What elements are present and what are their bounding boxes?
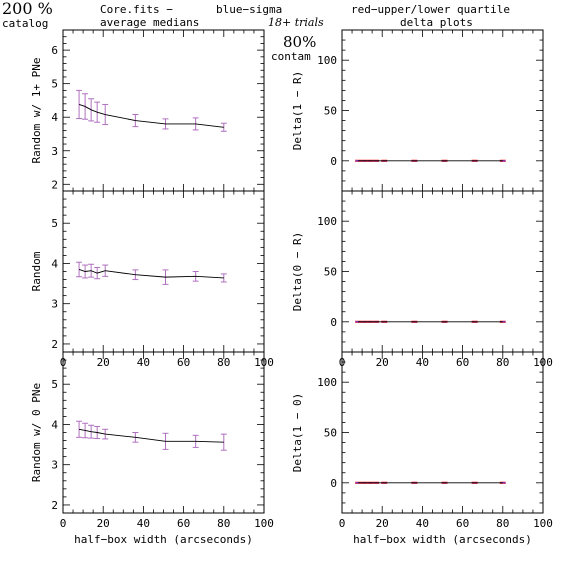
plot-frame <box>341 190 544 353</box>
contam-percent: 80% <box>283 33 316 51</box>
x-tick-label: 0 <box>60 517 67 530</box>
y-tick-label: 5 <box>51 217 58 230</box>
x-tick-label: 20 <box>376 517 389 530</box>
y-tick-label: 5 <box>51 78 58 91</box>
x-tick-label: 40 <box>137 517 150 530</box>
y-tick-label: 0 <box>330 316 337 329</box>
y-tick-label: 0 <box>330 477 337 490</box>
y-tick-label: 50 <box>324 427 337 440</box>
catalog-label: catalog <box>2 17 48 30</box>
plot-frame <box>62 351 265 514</box>
panel-right-top: 0 50 100 Delta(1 − R) <box>291 29 544 192</box>
x-tick-label: 80 <box>496 517 509 530</box>
x-tick-label: 20 <box>97 356 110 369</box>
panel-right-bot: 0 50 100 0 20 40 60 80 100 Delta(1 − 0) half−box w… <box>291 351 553 546</box>
x-tick-label: 20 <box>376 356 389 369</box>
y-tick-label: 100 <box>317 54 337 67</box>
y-axis-label: Random w/ 0 PNe <box>30 383 43 482</box>
x-tick-label: 40 <box>137 356 150 369</box>
plot-frame <box>341 29 544 192</box>
blue-sigma-legend: blue−sigma <box>216 3 282 16</box>
x-tick-label: 80 <box>217 356 230 369</box>
x-tick-label: 20 <box>97 517 110 530</box>
median-line <box>78 269 224 279</box>
x-tick-label: 100 <box>533 517 553 530</box>
y-tick-label: 5 <box>51 378 58 391</box>
y-tick-label: 3 <box>51 298 58 311</box>
file-label: Core.fits − <box>100 3 173 16</box>
medians-label: average medians <box>100 16 199 29</box>
y-tick-label: 100 <box>317 376 337 389</box>
y-axis-label: Delta(1 − R) <box>291 71 304 150</box>
x-tick-label: 80 <box>217 517 230 530</box>
x-tick-label: 40 <box>416 356 429 369</box>
y-tick-label: 2 <box>51 338 58 351</box>
y-tick-label: 0 <box>330 155 337 168</box>
percent-label: 200 % <box>2 0 53 18</box>
y-tick-label: 2 <box>51 178 58 191</box>
x-tick-label: 60 <box>456 356 469 369</box>
y-tick-label: 2 <box>51 499 58 512</box>
x-axis-label: half−box width (arcseconds) <box>353 533 532 546</box>
y-tick-label: 3 <box>51 145 58 158</box>
x-axis-label: half−box width (arcseconds) <box>74 533 253 546</box>
panel-left-bot: 2 3 4 5 0 20 40 60 80 100 Random w/ 0 PNe half−box … <box>30 351 274 546</box>
red-quartile-legend: red−upper/lower quartile <box>351 3 510 16</box>
y-tick-label: 3 <box>51 459 58 472</box>
y-axis-label: Random w/ 1+ PNe <box>30 58 43 164</box>
plot-frame <box>341 351 544 514</box>
y-axis-label: Delta(1 − 0) <box>291 393 304 472</box>
x-tick-label: 60 <box>177 356 190 369</box>
delta-plots-title: delta plots <box>400 16 473 29</box>
y-axis-label: Delta(0 − R) <box>291 232 304 311</box>
x-tick-label: 40 <box>416 517 429 530</box>
y-tick-label: 4 <box>51 418 58 431</box>
x-tick-label: 60 <box>177 517 190 530</box>
x-tick-label: 60 <box>456 517 469 530</box>
trials-label: 18+ trials <box>268 16 324 29</box>
median-line <box>78 428 224 443</box>
x-tick-label: 0 <box>339 517 346 530</box>
x-tick-label: 100 <box>254 517 274 530</box>
y-tick-label: 50 <box>324 266 337 279</box>
y-axis-label: Random <box>30 251 43 291</box>
y-tick-label: 4 <box>51 257 58 270</box>
y-tick-label: 4 <box>51 111 58 124</box>
y-tick-label: 50 <box>324 105 337 118</box>
panel-left-top: 2 3 4 5 6 Random w/ 1+ PNe <box>30 29 265 192</box>
y-tick-label: 6 <box>51 44 58 57</box>
x-tick-label: 80 <box>496 356 509 369</box>
y-tick-label: 100 <box>317 215 337 228</box>
median-line <box>78 104 224 128</box>
contam-label: contam <box>271 50 311 63</box>
